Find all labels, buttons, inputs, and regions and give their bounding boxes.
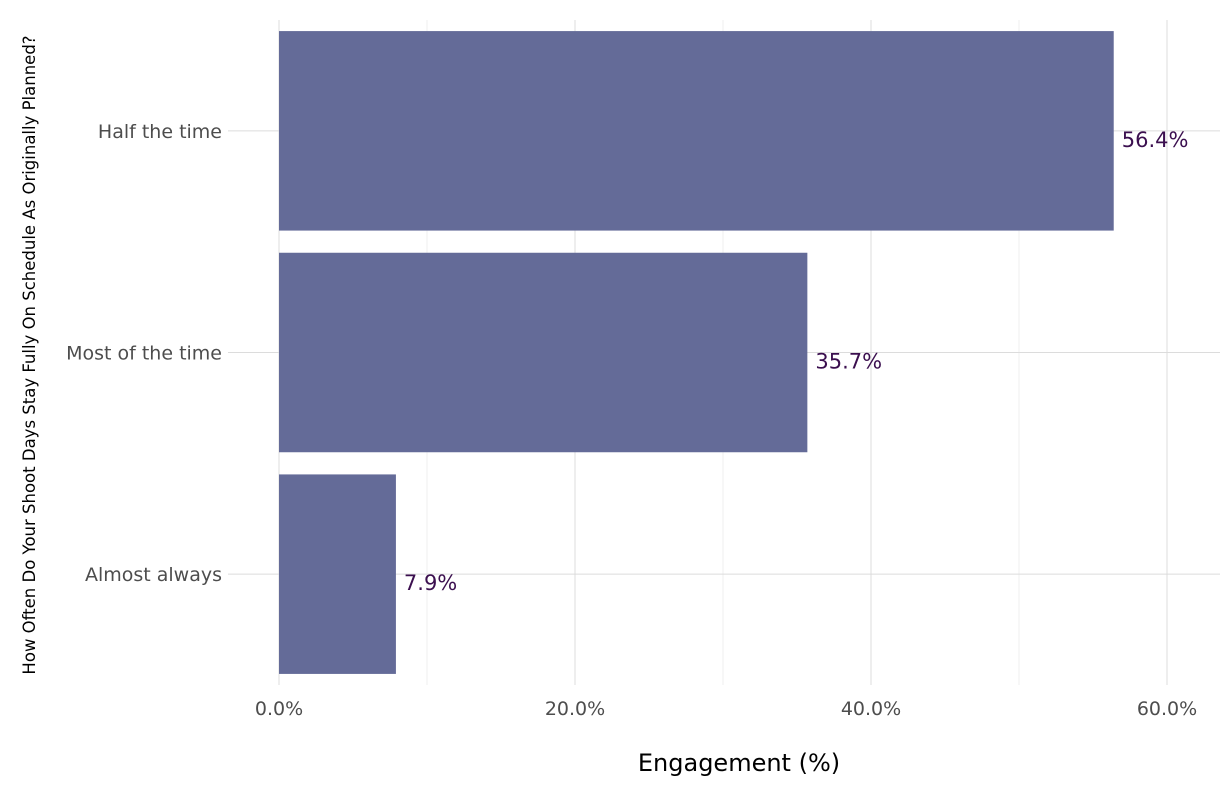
x-tick-label: 0.0% — [255, 698, 303, 720]
y-tick-label: Half the time — [98, 121, 222, 143]
x-tick-label: 40.0% — [841, 698, 901, 720]
y-tick-label: Almost always — [85, 564, 222, 586]
bar — [279, 252, 808, 453]
data-label: 35.7% — [815, 350, 882, 374]
y-axis-title: How Often Do Your Shoot Days Stay Fully … — [20, 35, 39, 674]
y-tick-label: Most of the time — [66, 343, 222, 365]
y-tick-labels: Half the time Most of the time Almost alwa… — [66, 121, 222, 586]
data-labels: 56.4% 35.7% 7.9% — [404, 128, 1189, 595]
x-axis-title: Engagement (%) — [638, 749, 840, 777]
bars — [279, 31, 1114, 674]
x-tick-label: 20.0% — [545, 698, 605, 720]
x-tick-label: 60.0% — [1137, 698, 1197, 720]
data-label: 56.4% — [1122, 128, 1189, 152]
data-label: 7.9% — [404, 571, 457, 595]
bar — [279, 31, 1114, 231]
x-tick-labels: 0.0% 20.0% 40.0% 60.0% — [255, 698, 1197, 720]
bar — [279, 474, 396, 674]
